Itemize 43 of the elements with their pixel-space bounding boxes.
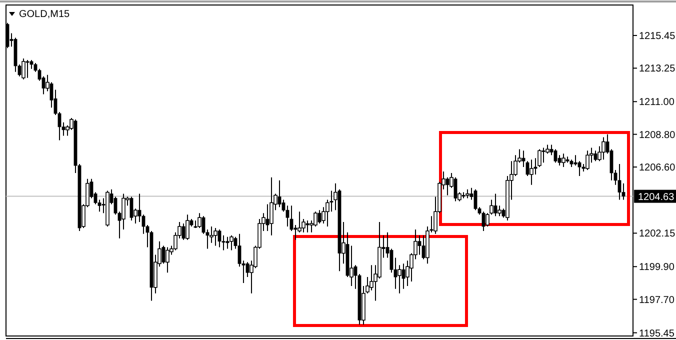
- candlestick: [562, 153, 566, 168]
- candlestick: [602, 136, 606, 160]
- y-tick-label: 1195.45: [639, 328, 675, 340]
- candlestick: [226, 236, 230, 250]
- candlestick: [186, 214, 190, 240]
- y-tick-label: 1206.60: [639, 162, 676, 174]
- candlestick: [22, 58, 26, 80]
- candlestick: [130, 196, 134, 222]
- y-tick-label: 1208.80: [639, 130, 676, 141]
- ref-line-label: 1204.63: [638, 192, 675, 203]
- candlestick: [574, 154, 578, 166]
- y-tick-label: 1215.45: [639, 30, 676, 42]
- y-tick-label: 1213.25: [639, 64, 676, 75]
- candlestick: [26, 60, 30, 78]
- candlestick: [214, 227, 218, 246]
- candlestick: [270, 176, 274, 236]
- candlestick: [594, 150, 598, 162]
- chart-title: GOLD,M15: [19, 9, 70, 20]
- candlestick: [306, 220, 310, 233]
- candlestick: [618, 164, 622, 200]
- candlestick: [230, 234, 234, 251]
- candlestick: [494, 193, 498, 217]
- candlestick: [218, 228, 222, 248]
- candlestick: [586, 150, 590, 170]
- candlestick: [554, 148, 558, 164]
- candlestick: [530, 159, 534, 186]
- y-tick-label: 1202.15: [639, 228, 676, 240]
- candlestick: [542, 147, 546, 164]
- y-tick-label: 1199.90: [639, 262, 675, 274]
- y-tick-label: 1197.70: [639, 294, 675, 306]
- candlestick: [446, 176, 450, 196]
- candlestick: [402, 263, 406, 290]
- candlestick: [482, 211, 486, 232]
- candlestick: [454, 176, 458, 202]
- y-tick-label: 1211.00: [639, 97, 675, 108]
- candlestick: [182, 223, 186, 240]
- candlestick: [422, 234, 426, 260]
- candlestick: [498, 205, 502, 217]
- candlestick: [474, 188, 478, 211]
- candlestick: [418, 234, 422, 256]
- candlestick: [318, 210, 322, 224]
- candlestick: [278, 180, 282, 208]
- candlestick: [166, 246, 170, 274]
